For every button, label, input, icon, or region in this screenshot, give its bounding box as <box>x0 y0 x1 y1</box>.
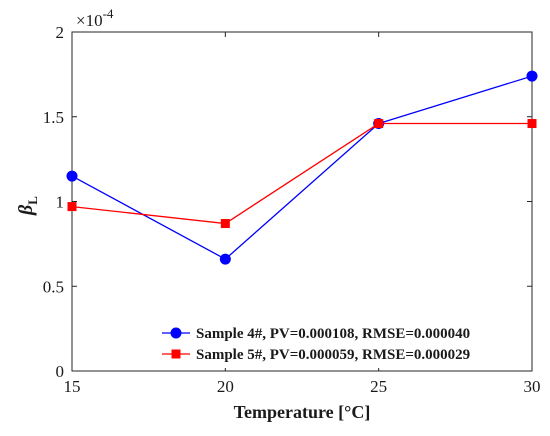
x-tick-label: 20 <box>217 377 234 396</box>
data-point <box>67 202 77 212</box>
x-axis-label: Temperature [°C] <box>234 402 371 422</box>
y-tick-label: 0 <box>56 362 65 381</box>
data-point <box>527 119 537 129</box>
x-tick-label: 25 <box>370 377 387 396</box>
legend-marker <box>170 327 182 339</box>
legend-label: Sample 5#, PV=0.000059, RMSE=0.000029 <box>196 347 470 363</box>
legend-label: Sample 4#, PV=0.000108, RMSE=0.000040 <box>196 326 470 342</box>
y-tick-label: 2 <box>56 23 65 42</box>
data-point <box>526 70 538 82</box>
legend: Sample 4#, PV=0.000108, RMSE=0.000040 Sam… <box>156 318 528 368</box>
y-axis-label-main: β <box>15 204 37 216</box>
y-tick-label: 1.5 <box>43 108 64 127</box>
axis-ticks: 15 20 25 30 0 0.5 1 1.5 2 <box>43 23 541 396</box>
y-tick-label: 0.5 <box>43 277 64 296</box>
svg-text:βL: βL <box>15 196 40 216</box>
series-2 <box>67 119 537 229</box>
data-point <box>220 219 230 229</box>
y-tick-label: 1 <box>56 193 65 212</box>
y-axis-label-subscript: L <box>25 196 40 205</box>
x-tick-label: 30 <box>524 377 541 396</box>
series-layer <box>66 70 538 265</box>
data-point <box>66 170 78 182</box>
series-line <box>71 122 532 225</box>
legend-entry: Sample 5#, PV=0.000059, RMSE=0.000029 <box>162 347 470 363</box>
legend-box <box>156 318 528 368</box>
y-multiplier: ×10-4 <box>76 6 114 30</box>
data-point <box>374 119 384 129</box>
series-1 <box>66 70 538 265</box>
y-axis-label: βL <box>15 196 40 216</box>
series-line <box>71 75 533 260</box>
legend-entry: Sample 4#, PV=0.000108, RMSE=0.000040 <box>162 326 470 342</box>
legend-marker <box>171 349 181 359</box>
x-tick-label: 15 <box>64 377 81 396</box>
data-point <box>219 253 231 265</box>
